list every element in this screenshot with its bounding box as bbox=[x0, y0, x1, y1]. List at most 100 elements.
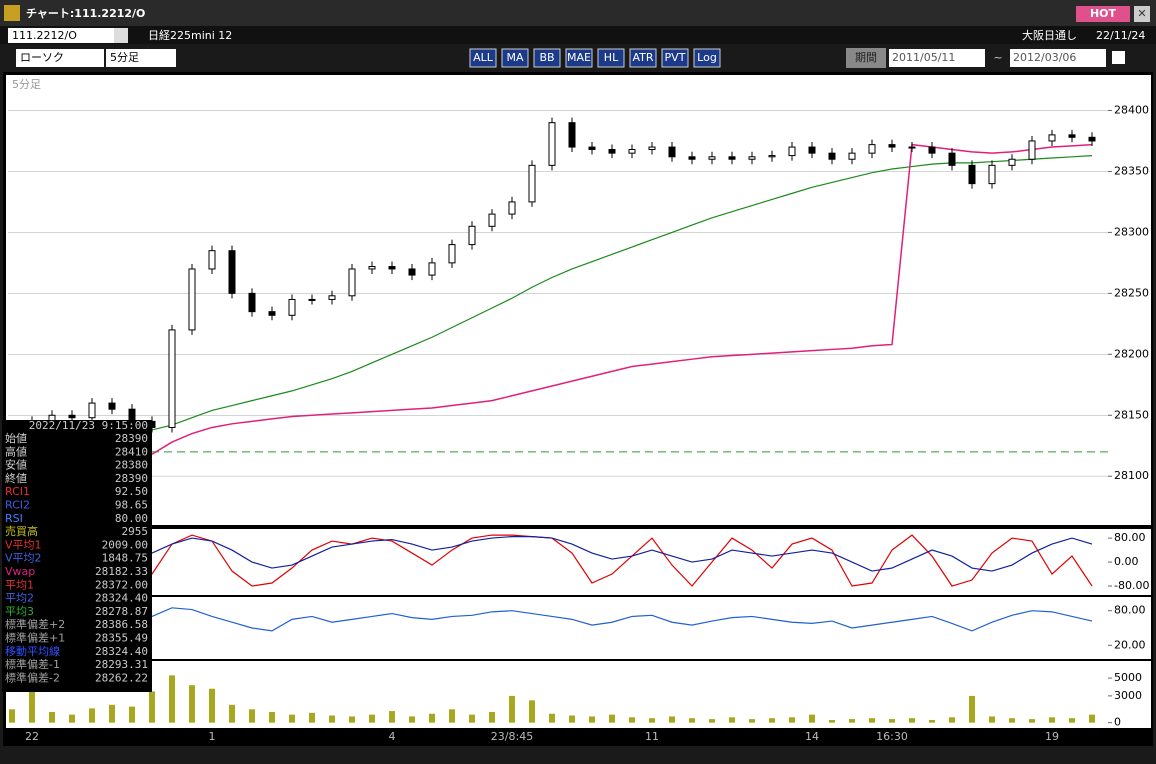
tool-button-label[interactable]: PVT bbox=[665, 51, 686, 64]
y-tick-label: 28150 bbox=[1114, 408, 1149, 421]
info-label: 安値 bbox=[5, 458, 27, 472]
tool-button[interactable] bbox=[533, 48, 561, 68]
volume-bar bbox=[69, 714, 75, 723]
candle-body bbox=[288, 298, 296, 316]
close-button[interactable] bbox=[1134, 6, 1150, 22]
tool-button-label[interactable]: ATR bbox=[632, 51, 653, 64]
candle-body bbox=[888, 144, 896, 148]
info-value: 80.00 bbox=[115, 512, 148, 525]
info-label: 平均1 bbox=[5, 578, 34, 591]
x-tick-label: 11 bbox=[645, 730, 659, 743]
tool-button[interactable] bbox=[597, 48, 625, 68]
volume-bar bbox=[209, 688, 215, 723]
volume-bar bbox=[249, 709, 255, 723]
info-value: 28355.49 bbox=[95, 632, 148, 645]
candle-body bbox=[568, 122, 576, 148]
info-value: 28390 bbox=[115, 472, 148, 485]
period-button[interactable] bbox=[846, 48, 886, 68]
symbol[interactable]: 111.2212/O bbox=[12, 29, 77, 42]
symbol-select[interactable] bbox=[8, 28, 128, 43]
tool-button[interactable] bbox=[661, 48, 689, 68]
to-date[interactable]: 2012/03/06 bbox=[1013, 51, 1076, 64]
y-tick-label: 28200 bbox=[1114, 347, 1149, 360]
volume-bar bbox=[589, 716, 595, 723]
candle-body bbox=[648, 146, 656, 150]
volume-bar bbox=[549, 713, 555, 723]
volume-bar bbox=[89, 708, 95, 723]
price-panel bbox=[6, 75, 1151, 525]
volume-bar bbox=[809, 714, 815, 723]
hot-button[interactable] bbox=[1076, 6, 1130, 22]
rsi-panel bbox=[6, 597, 1151, 659]
dropdown-arrow[interactable] bbox=[114, 28, 128, 43]
volume-bar bbox=[969, 695, 975, 723]
tool-button[interactable] bbox=[629, 48, 657, 68]
candle-body bbox=[528, 164, 536, 203]
close-icon[interactable]: ✕ bbox=[1137, 7, 1146, 20]
candle-body bbox=[728, 156, 736, 160]
y-tick-label: 80.00 bbox=[1114, 531, 1146, 544]
candle-body bbox=[328, 295, 336, 300]
volume-bar bbox=[689, 718, 695, 723]
volume-bar bbox=[509, 695, 515, 723]
tool-button-label[interactable]: Log bbox=[697, 51, 717, 64]
volume-bar bbox=[609, 714, 615, 723]
interval-select[interactable] bbox=[106, 49, 176, 67]
to-box[interactable] bbox=[1010, 49, 1106, 67]
y-tick-label: 0 bbox=[1114, 716, 1121, 729]
volume-bar bbox=[649, 718, 655, 723]
tool-button[interactable] bbox=[565, 48, 593, 68]
candle-body bbox=[368, 266, 376, 270]
volume-bar bbox=[789, 717, 795, 723]
checkbox[interactable] bbox=[1112, 51, 1125, 64]
info-value: 1848.75 bbox=[102, 552, 148, 565]
volume-bar bbox=[449, 709, 455, 723]
chart-style[interactable]: ローソク bbox=[20, 51, 64, 64]
volume-panel bbox=[6, 661, 1151, 728]
volume-bar bbox=[349, 716, 355, 723]
info-label: 始値 bbox=[5, 431, 27, 445]
candle-body bbox=[1008, 158, 1016, 166]
tool-button[interactable] bbox=[501, 48, 529, 68]
candle-body bbox=[1048, 134, 1056, 142]
candle-body bbox=[928, 146, 936, 154]
interval[interactable]: 5分足 bbox=[110, 51, 139, 64]
candle-body bbox=[688, 156, 696, 160]
from-date[interactable]: 2011/05/11 bbox=[892, 51, 955, 64]
volume-bar bbox=[949, 717, 955, 723]
style-select[interactable] bbox=[16, 49, 104, 67]
volume-bar bbox=[149, 691, 155, 723]
app-icon bbox=[4, 5, 20, 21]
info-value: 28410 bbox=[115, 445, 148, 458]
tool-button-label[interactable]: MAE bbox=[567, 51, 591, 64]
x-tick-label: 23/8:45 bbox=[491, 730, 533, 743]
volume-bar bbox=[429, 713, 435, 723]
tool-button[interactable] bbox=[469, 48, 497, 68]
candle-body bbox=[988, 164, 996, 185]
candle-body bbox=[768, 155, 776, 158]
tool-button-label[interactable]: BB bbox=[539, 51, 554, 64]
volume-bar bbox=[669, 716, 675, 723]
info-label: 売買高 bbox=[5, 524, 38, 538]
tool-button-label[interactable]: MA bbox=[506, 51, 523, 64]
period[interactable]: 期間 bbox=[855, 51, 877, 64]
info-value: 92.50 bbox=[115, 485, 148, 498]
candle-body bbox=[228, 250, 236, 294]
session-date: 22/11/24 bbox=[1096, 29, 1145, 42]
y-tick-label: 28350 bbox=[1114, 164, 1149, 177]
hot-label[interactable]: HOT bbox=[1090, 7, 1117, 20]
y-tick-label: 80.00 bbox=[1114, 604, 1146, 617]
candle-body bbox=[1088, 136, 1096, 142]
from-box[interactable] bbox=[889, 49, 985, 67]
series-line bbox=[11, 607, 1093, 632]
tool-button-label[interactable]: HL bbox=[604, 51, 619, 64]
tool-button-label[interactable]: ALL bbox=[473, 51, 494, 64]
tool-button[interactable] bbox=[693, 48, 721, 68]
info-value: 28380 bbox=[115, 459, 148, 472]
title-bar bbox=[0, 0, 1156, 26]
candle-body bbox=[208, 250, 216, 270]
candle-body bbox=[708, 156, 716, 160]
candle-body bbox=[748, 156, 756, 160]
